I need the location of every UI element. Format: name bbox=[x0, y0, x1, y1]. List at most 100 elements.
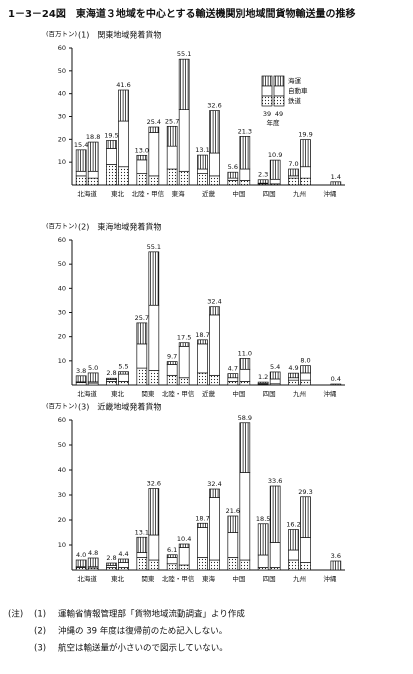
bar-segment bbox=[300, 562, 311, 571]
note-number: (3) bbox=[34, 644, 46, 654]
bar-segment bbox=[209, 497, 220, 561]
y-tick-label: 20 bbox=[58, 516, 66, 524]
note-number: (1) bbox=[34, 610, 46, 620]
bar-segment bbox=[106, 381, 117, 386]
y-tick-label: 30 bbox=[58, 113, 66, 121]
bar-segment bbox=[75, 559, 87, 568]
y-tick-label: 60 bbox=[58, 416, 66, 424]
bar-segment bbox=[75, 382, 87, 386]
bar-segment bbox=[288, 377, 299, 381]
total-label: 2.8 bbox=[106, 369, 116, 377]
bar-segment bbox=[106, 567, 117, 571]
bar-segment bbox=[75, 149, 87, 172]
bar-segment bbox=[209, 152, 220, 177]
bar-segment bbox=[227, 373, 239, 379]
bar-segment bbox=[300, 537, 311, 563]
total-label: 19.5 bbox=[104, 131, 118, 139]
bar-segment bbox=[166, 145, 178, 170]
y-tick-label: 50 bbox=[58, 67, 66, 75]
bar-segment bbox=[288, 529, 299, 551]
notes-label: (注) bbox=[8, 609, 23, 620]
bar-segment bbox=[75, 567, 87, 571]
x-tick-label: 四国 bbox=[263, 575, 276, 583]
x-tick-label: 北海道 bbox=[77, 189, 97, 198]
bar-segment bbox=[227, 532, 239, 558]
legend-label: 自動車 bbox=[288, 86, 308, 95]
total-label: 2.3 bbox=[258, 171, 268, 179]
bar-segment bbox=[178, 342, 190, 347]
bar-segment bbox=[239, 168, 251, 181]
bar-segment bbox=[118, 558, 129, 563]
chart-subtitle: (1) 関東地域発着貨物 bbox=[78, 30, 161, 40]
x-tick-label: 北陸・甲信 bbox=[162, 574, 195, 583]
note-text: 沖縄の 39 年度は復帰前のため記入しない。 bbox=[58, 626, 227, 637]
bar-segment bbox=[239, 472, 251, 561]
bar-segment bbox=[257, 554, 269, 568]
y-unit: (百万トン) bbox=[46, 30, 77, 38]
total-label: 21.6 bbox=[226, 507, 240, 515]
bar-segment bbox=[178, 547, 190, 566]
bar-segment bbox=[87, 170, 99, 179]
y-tick-label: 40 bbox=[58, 284, 66, 292]
y-tick-label: 30 bbox=[58, 491, 66, 499]
note-text: 運輸省情報管理部「貨物地域流動調査」より作成 bbox=[58, 609, 245, 620]
x-tick-label: 中国 bbox=[232, 389, 245, 398]
bar-segment bbox=[209, 314, 220, 376]
total-label: 41.6 bbox=[116, 81, 130, 89]
bar-segment bbox=[197, 557, 208, 571]
bar-segment bbox=[178, 109, 190, 172]
total-label: 32.6 bbox=[147, 480, 161, 488]
bar-segment bbox=[209, 110, 220, 154]
total-label: 4.4 bbox=[118, 550, 128, 558]
bar-segment bbox=[209, 374, 220, 386]
bar-segment bbox=[148, 534, 160, 561]
bar-segment bbox=[288, 559, 299, 571]
bar-segment bbox=[148, 370, 160, 386]
bar-segment bbox=[300, 365, 311, 374]
bar-segment bbox=[166, 554, 178, 558]
x-tick-label: 四国 bbox=[263, 390, 276, 398]
bar-segment bbox=[239, 559, 251, 571]
total-label: 19.9 bbox=[298, 131, 312, 139]
bar-segment bbox=[75, 170, 87, 177]
bar-segment bbox=[136, 343, 148, 369]
bar-segment bbox=[178, 543, 190, 548]
bar-segment bbox=[87, 557, 99, 568]
x-tick-label: 九州 bbox=[293, 389, 306, 398]
x-tick-label: 北海道 bbox=[77, 389, 97, 398]
bar-segment bbox=[330, 181, 342, 186]
bar-segment bbox=[209, 306, 220, 316]
chart-subtitle: (3) 近畿地域発着貨物 bbox=[78, 402, 161, 412]
x-tick-label: 沖縄 bbox=[323, 389, 337, 398]
bar-segment bbox=[239, 358, 251, 370]
bar-segment bbox=[106, 164, 117, 186]
bar-segment bbox=[288, 168, 299, 177]
total-label: 4.0 bbox=[76, 551, 86, 559]
bar-segment bbox=[269, 485, 281, 543]
total-label: 10.9 bbox=[268, 151, 282, 159]
bar-segment bbox=[257, 179, 269, 184]
y-tick-label: 10 bbox=[58, 541, 66, 549]
y-unit: (百万トン) bbox=[46, 402, 77, 410]
note-text: 航空は輸送量が小さいので図示していない。 bbox=[58, 643, 228, 654]
bar-segment bbox=[239, 422, 251, 473]
total-label: 15.4 bbox=[74, 141, 88, 149]
bar-segment bbox=[148, 559, 160, 571]
legend-year: 49 bbox=[275, 110, 283, 118]
y-tick-label: 50 bbox=[58, 441, 66, 449]
total-label: 32.6 bbox=[207, 102, 221, 110]
y-tick-label: 60 bbox=[58, 236, 66, 244]
bar-segment bbox=[136, 322, 148, 345]
total-label: 25.7 bbox=[135, 314, 149, 322]
bar-segment bbox=[75, 175, 87, 186]
bar-segment bbox=[300, 496, 311, 538]
bar-segment bbox=[106, 562, 117, 566]
bar-segment bbox=[269, 159, 281, 180]
bar-segment bbox=[87, 141, 99, 172]
bar-segment bbox=[288, 549, 299, 561]
bar-segment bbox=[136, 536, 148, 553]
y-tick-label: 20 bbox=[58, 135, 66, 143]
total-label: 25.4 bbox=[147, 118, 161, 126]
bar-segment bbox=[197, 168, 208, 174]
